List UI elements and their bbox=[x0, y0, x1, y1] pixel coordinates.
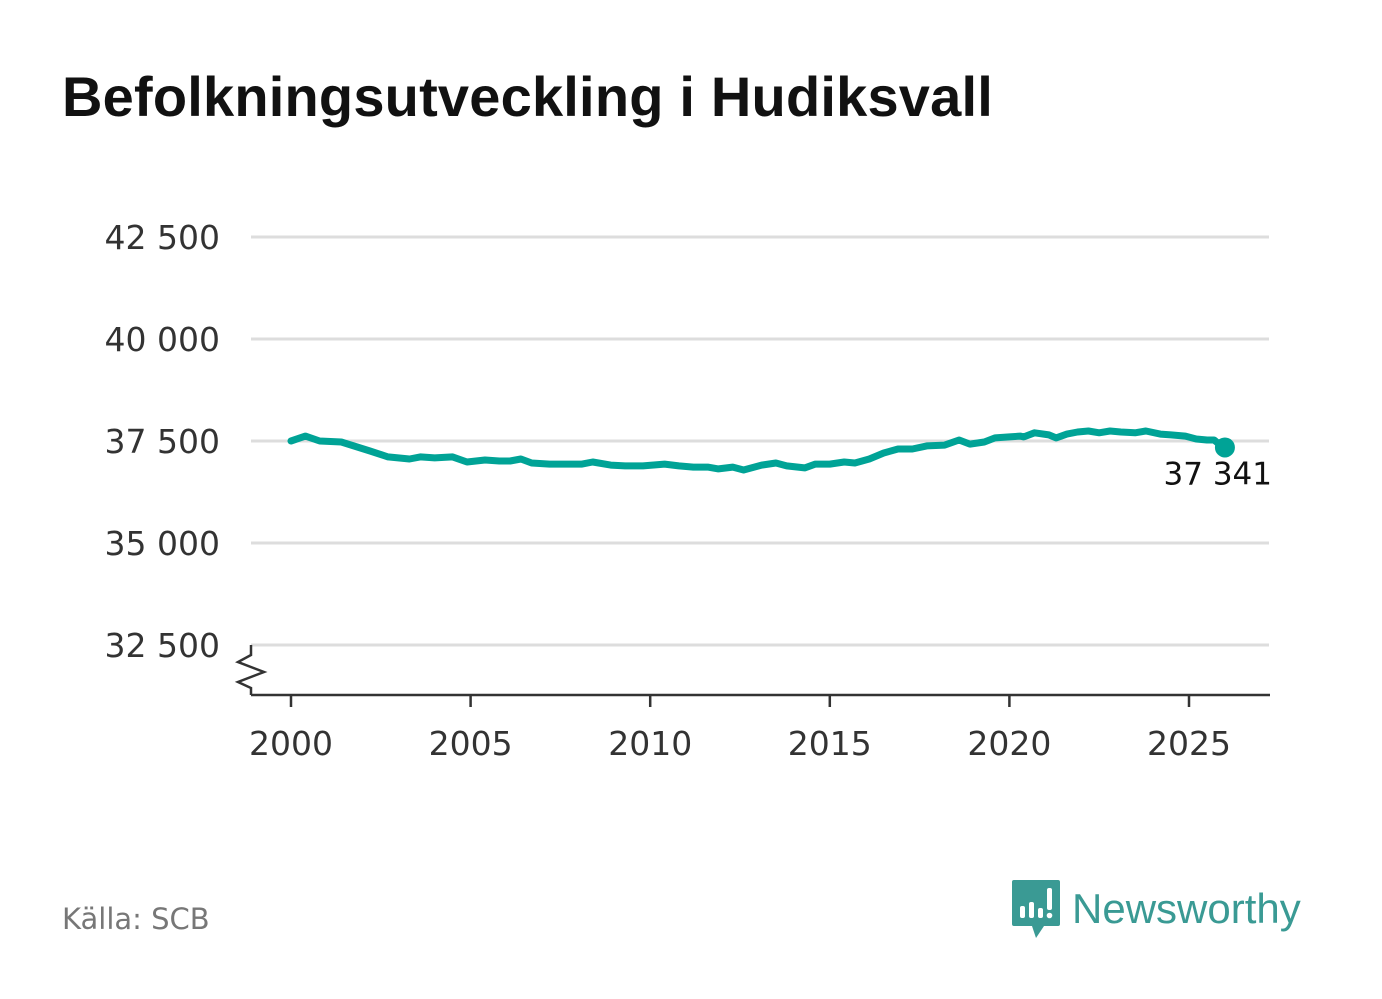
x-tick-label: 2005 bbox=[429, 724, 513, 763]
brand-name: Newsworthy bbox=[1072, 885, 1301, 932]
y-tick-label: 42 500 bbox=[105, 218, 220, 257]
x-tick-label: 2015 bbox=[788, 724, 872, 763]
axis-break-icon bbox=[234, 645, 268, 695]
source-label: Källa: SCB bbox=[62, 902, 210, 936]
y-tick-label: 32 500 bbox=[105, 626, 220, 665]
series-line bbox=[287, 427, 1229, 474]
chart-title: Befolkningsutveckling i Hudiksvall bbox=[62, 65, 994, 128]
y-tick-label: 40 000 bbox=[105, 320, 220, 359]
y-tick-label: 35 000 bbox=[105, 524, 220, 563]
newsworthy-logo-icon bbox=[1012, 880, 1060, 938]
y-tick-label: 37 500 bbox=[105, 422, 220, 461]
x-tick-label: 2000 bbox=[249, 724, 333, 763]
x-tick-label: 2010 bbox=[608, 724, 692, 763]
end-value-label: 37 341 bbox=[1164, 456, 1272, 492]
x-tick-label: 2025 bbox=[1147, 724, 1231, 763]
newsworthy-logo: Newsworthy bbox=[1010, 878, 1301, 940]
x-tick-label: 2020 bbox=[967, 724, 1051, 763]
end-point-marker bbox=[1214, 437, 1235, 458]
